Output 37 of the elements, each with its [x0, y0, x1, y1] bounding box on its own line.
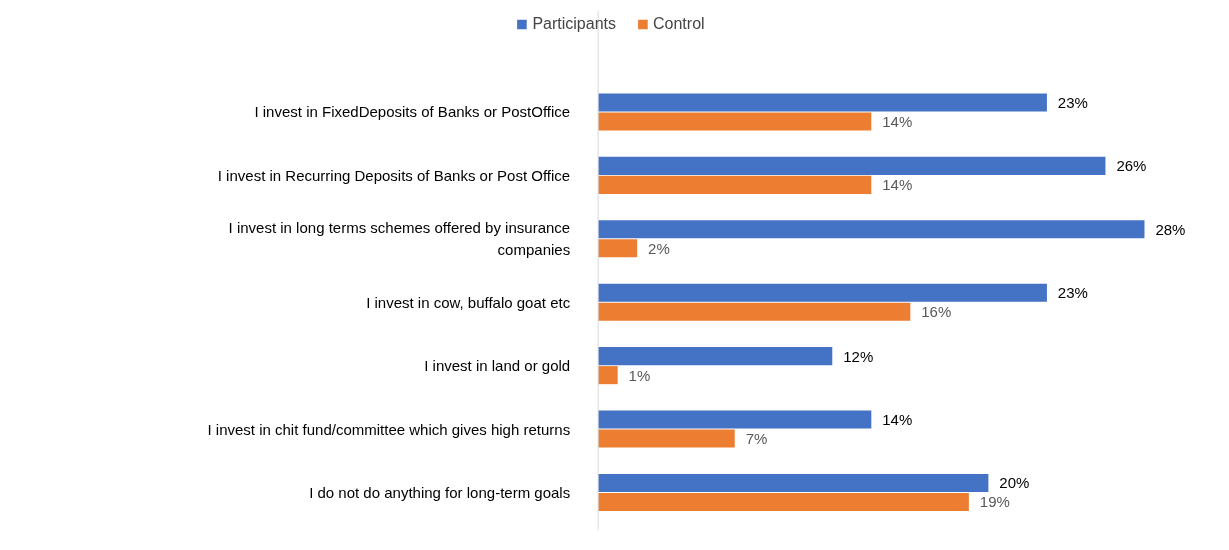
- y-tick-label: I invest in long terms schemes offered by insurance companies: [228, 219, 571, 259]
- bar: [598, 347, 833, 366]
- data-label: 14%: [882, 112, 913, 130]
- data-label: 2%: [648, 239, 670, 257]
- data-label: 7%: [745, 430, 768, 448]
- y-tick-label: I invest in FixedDeposits of Banks or PostOffice: [254, 103, 571, 121]
- data-label: 16%: [921, 303, 952, 321]
- data-label: 23%: [1057, 284, 1088, 302]
- data-label: 20%: [999, 474, 1030, 492]
- bar: [598, 302, 911, 321]
- y-tick-label: I invest in chit fund/committee which gives high returns: [207, 420, 571, 438]
- data-label: 26%: [1116, 157, 1147, 175]
- data-label: 14%: [882, 411, 913, 429]
- legend-label: Participants: [532, 15, 617, 33]
- y-tick-label: I invest in cow, buffalo goat etc: [366, 293, 571, 311]
- data-label: 1%: [628, 366, 651, 384]
- bar: [598, 175, 872, 194]
- y-tick-label: I invest in land or gold: [424, 357, 571, 375]
- bar: [598, 366, 618, 385]
- bar: [598, 492, 969, 511]
- bar: [598, 93, 1047, 112]
- data-label: 12%: [843, 347, 874, 365]
- data-label: 14%: [882, 176, 913, 194]
- bar: [598, 283, 1047, 302]
- bar: [598, 156, 1106, 175]
- bar: [598, 429, 735, 448]
- y-tick-label: I invest in Recurring Deposits of Banks or Post Office: [217, 166, 571, 184]
- bar: [598, 112, 872, 131]
- data-label: 28%: [1155, 220, 1186, 238]
- bar: [598, 410, 872, 429]
- data-label: 19%: [979, 493, 1010, 511]
- y-tick-label: I do not do anything for long-term goals: [309, 483, 571, 501]
- bar: [598, 239, 638, 258]
- bar: [598, 220, 1145, 239]
- bar: [598, 473, 989, 492]
- data-label: 23%: [1057, 93, 1088, 111]
- legend-label: Control: [653, 15, 705, 33]
